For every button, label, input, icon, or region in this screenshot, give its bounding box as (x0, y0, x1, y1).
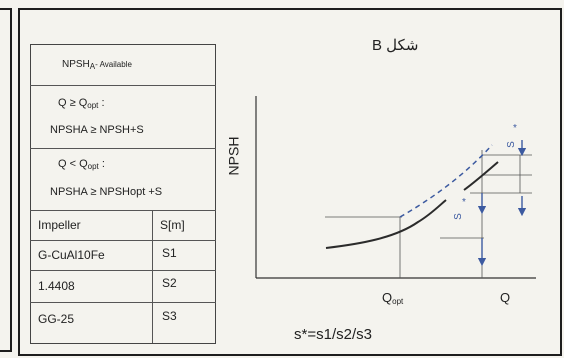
availability-heading: NPSHA- Available (62, 58, 132, 73)
condition-2-line-1: Q < Qopt : (58, 158, 105, 173)
cond2-tail: : (101, 158, 105, 170)
cond1-tail: : (101, 97, 105, 109)
table-divider (30, 85, 216, 86)
qopt-label: Qopt (382, 290, 403, 306)
s-header: S[m] (160, 218, 185, 232)
table-column-divider (152, 210, 153, 343)
heading-suffix: - Available (95, 60, 132, 69)
q-label: Q (500, 290, 511, 305)
cond1-text: Q ≥ Q (58, 97, 88, 109)
condition-table (30, 44, 216, 344)
table-divider (30, 270, 216, 271)
table-divider (30, 240, 216, 241)
npsh-required-curve (325, 199, 447, 249)
left-panel-edge (0, 8, 12, 352)
s-label-upper: S (505, 141, 517, 148)
impeller-material: GG-25 (38, 312, 75, 326)
condition-1-line-1: Q ≥ Qopt : (58, 97, 105, 112)
star-label-upper: * (513, 123, 517, 134)
impeller-s-value: S1 (162, 246, 177, 260)
impeller-header: Impeller (38, 218, 81, 232)
npsh-required-curve-upper (463, 161, 499, 191)
heading-base: NPSH (62, 59, 90, 70)
figure-frame (18, 8, 562, 356)
cond1-sub: opt (87, 101, 99, 110)
condition-1-line-2: NPSHA ≥ NPSH+S (50, 124, 144, 136)
cond2-text: Q < Q (58, 158, 88, 170)
table-divider (30, 148, 216, 149)
impeller-s-value: S3 (162, 309, 177, 323)
npsh-available-dashed (399, 144, 493, 218)
impeller-material: G-CuAl10Fe (38, 248, 105, 262)
star-label-lower: * (462, 197, 466, 208)
table-divider (30, 210, 216, 211)
s-label-lower: S (452, 213, 464, 220)
figure-title: شکل B (372, 37, 419, 54)
heading-sub: A (89, 62, 96, 71)
impeller-s-value: S2 (162, 276, 177, 290)
qopt-base: Q (382, 290, 393, 305)
cond2-sub: opt (87, 162, 99, 171)
qopt-sub: opt (392, 297, 404, 306)
table-divider (30, 302, 216, 303)
condition-2-line-2: NPSHA ≥ NPSHopt +S (50, 186, 163, 198)
impeller-material: 1.4408 (38, 279, 75, 293)
s-star-formula: s*=s1/s2/s3 (294, 326, 372, 343)
